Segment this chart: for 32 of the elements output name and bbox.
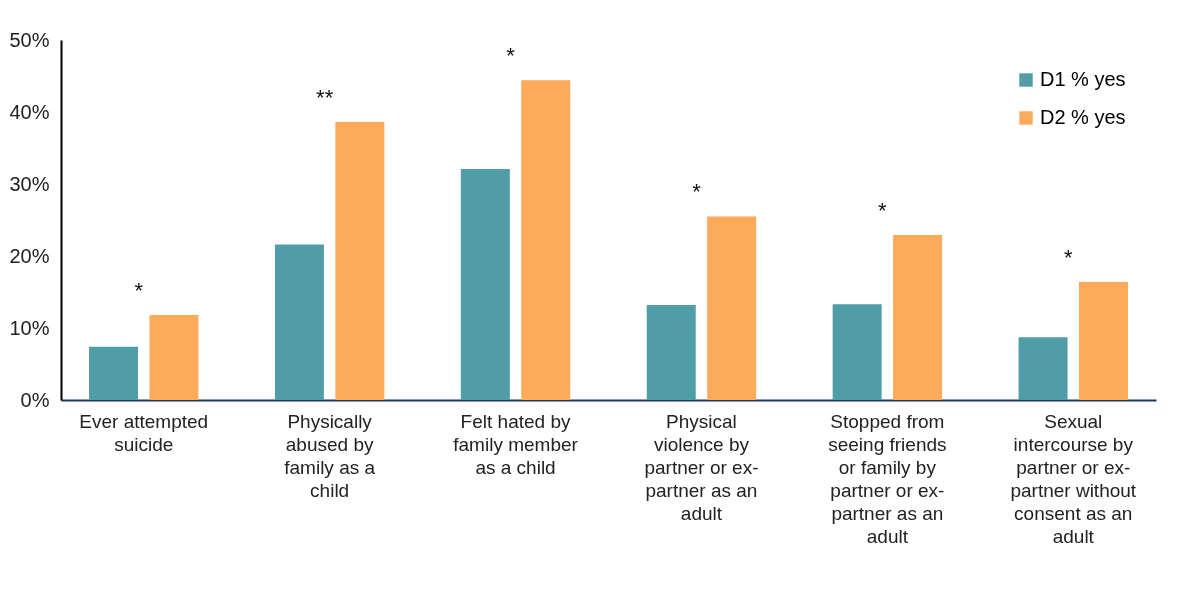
bar — [893, 235, 943, 400]
legend-label: D2 % yes — [1040, 106, 1126, 128]
bar — [832, 304, 882, 400]
bar — [521, 80, 571, 400]
y-tick-label: 20% — [9, 244, 50, 267]
annotation: * — [692, 179, 702, 205]
bar — [460, 168, 510, 400]
x-tick-label: Stopped from seeing friends or family by partner or ex-partner as an adult — [828, 410, 947, 547]
bar — [1018, 337, 1068, 400]
bar — [274, 244, 324, 400]
annotation: * — [1063, 244, 1073, 270]
bar — [335, 122, 385, 400]
x-tick-label: Physical violence by partner or ex-partner as an adult — [644, 410, 759, 524]
y-tick-label: 0% — [20, 388, 50, 411]
x-tick-label: Physically abused by family as a child — [284, 410, 376, 501]
x-tick-label: Felt hated by family member as a child — [453, 410, 579, 478]
annotation: * — [878, 198, 888, 224]
y-tick-label: 50% — [9, 28, 50, 51]
bar — [646, 304, 696, 400]
x-tick-label: Sexual intercourse by partner or ex-partner without consent as an adult — [1010, 410, 1137, 547]
x-tick-label: Ever attempted suicide — [79, 410, 209, 455]
annotation: ** — [316, 85, 334, 111]
y-tick-label: 30% — [9, 172, 50, 195]
annotation: * — [506, 43, 516, 69]
y-tick-label: 10% — [9, 316, 50, 339]
legend-label: D1 % yes — [1040, 68, 1126, 90]
bar — [707, 216, 757, 400]
y-tick-label: 40% — [9, 100, 50, 123]
bar — [1078, 281, 1128, 400]
bar — [149, 315, 199, 400]
annotation: * — [134, 278, 144, 304]
bar — [89, 346, 139, 400]
